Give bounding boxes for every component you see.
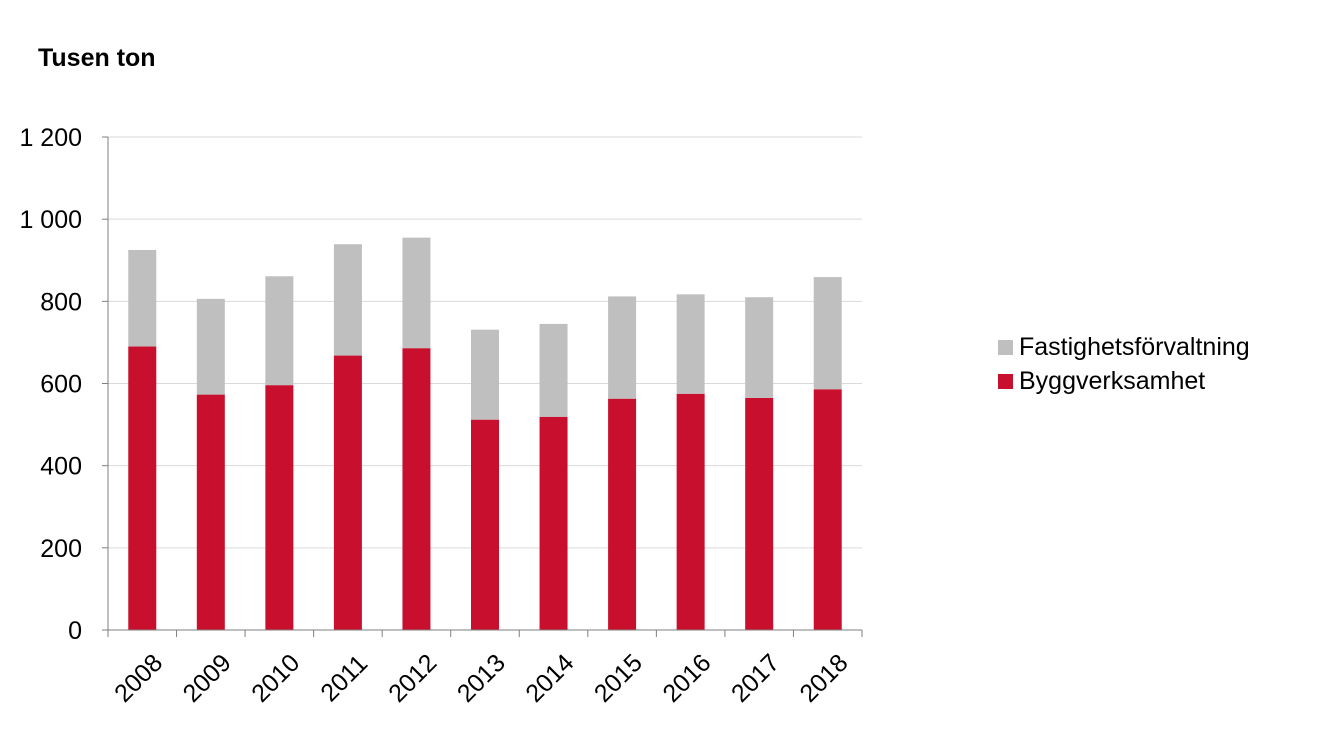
bar-byggverksamhet-2015	[608, 398, 637, 630]
bar-fastighetsförvaltning-2011	[333, 244, 362, 356]
bar-fastighetsförvaltning-2016	[676, 294, 705, 394]
bar-byggverksamhet-2013	[471, 419, 499, 630]
legend-swatch	[998, 339, 1013, 355]
bar-fastighetsförvaltning-2008	[128, 249, 157, 347]
y-tick-label: 1 200	[19, 124, 82, 152]
legend: Fastighetsförvaltning Byggverksamhet	[998, 330, 1250, 398]
x-tick-label: 2013	[452, 649, 511, 708]
x-tick-label: 2012	[383, 649, 442, 708]
bar-fastighetsförvaltning-2017	[745, 297, 774, 398]
x-tick-label: 2008	[109, 649, 168, 708]
bar-byggverksamhet-2010	[265, 385, 294, 630]
legend-label: Byggverksamhet	[1019, 366, 1206, 395]
bar-byggverksamhet-2014	[539, 416, 568, 630]
legend-item: Fastighetsförvaltning	[998, 330, 1250, 364]
bar-byggverksamhet-2018	[813, 389, 842, 630]
x-tick-label: 2010	[246, 649, 305, 708]
y-tick-label: 1 000	[19, 206, 82, 234]
bar-byggverksamhet-2008	[128, 346, 157, 630]
bar-byggverksamhet-2009	[196, 394, 225, 630]
bar-fastighetsförvaltning-2012	[402, 237, 431, 349]
bar-fastighetsförvaltning-2009	[196, 298, 225, 395]
x-tick-label: 2016	[657, 649, 716, 708]
y-axis-tick-labels: 0 200 400 600 800 1 000 1 200	[19, 124, 82, 645]
bar-fastighetsförvaltning-2013	[471, 329, 499, 420]
x-tick-label: 2009	[178, 649, 237, 708]
y-tick-label: 400	[40, 453, 82, 481]
x-tick-label: 2015	[589, 649, 648, 708]
axes	[102, 136, 863, 637]
x-tick-label: 2014	[520, 649, 579, 708]
x-tick-label: 2011	[315, 649, 373, 707]
legend-item: Byggverksamhet	[998, 364, 1250, 398]
bars	[128, 237, 842, 630]
bar-fastighetsförvaltning-2010	[265, 276, 294, 386]
bar-byggverksamhet-2011	[333, 355, 362, 630]
bar-fastighetsförvaltning-2015	[608, 296, 637, 399]
x-tick-label: 2017	[726, 649, 785, 708]
y-tick-label: 800	[40, 288, 82, 316]
x-axis-tick-labels: 2008 2009 2010 2011 2012 2013 2014 2015 2016 2017…	[109, 649, 854, 708]
chart-title: Tusen ton	[38, 44, 156, 72]
legend-label: Fastighetsförvaltning	[1019, 332, 1250, 361]
x-tick-label: 2018	[795, 649, 854, 708]
bar-byggverksamhet-2016	[676, 393, 705, 630]
y-tick-label: 600	[40, 371, 82, 399]
y-tick-label: 0	[68, 617, 82, 645]
bar-byggverksamhet-2012	[402, 348, 431, 630]
y-tick-label: 200	[40, 535, 82, 563]
bar-fastighetsförvaltning-2014	[539, 323, 568, 417]
bar-fastighetsförvaltning-2018	[813, 277, 842, 390]
legend-swatch	[998, 373, 1013, 389]
bar-byggverksamhet-2017	[745, 397, 774, 630]
